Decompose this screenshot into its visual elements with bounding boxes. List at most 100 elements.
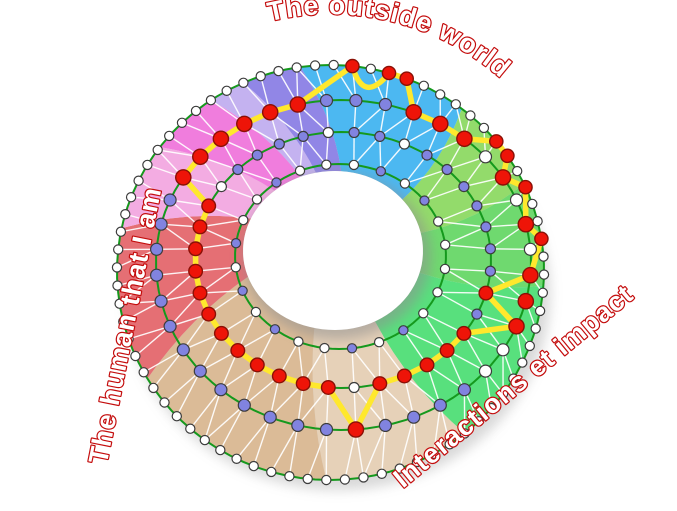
node-third-25-highlighted	[192, 285, 208, 301]
node-outer-61	[152, 144, 163, 156]
sector-pink-light	[121, 147, 275, 229]
ring-line-third	[194, 130, 492, 390]
node-outer-57	[120, 208, 131, 220]
node-inner-5	[440, 239, 451, 250]
node-third-9	[484, 265, 496, 277]
mesh-edge	[120, 223, 162, 233]
node-outer-8	[465, 110, 476, 121]
node-outer-46	[159, 397, 170, 408]
node-inner-14	[269, 324, 281, 335]
node-second-33-highlighted	[174, 169, 192, 186]
node-outer-9	[478, 122, 490, 134]
mesh-edge	[269, 383, 304, 418]
mesh-edge	[176, 370, 201, 417]
sector-pink-bright	[159, 100, 301, 191]
node-second-1	[378, 97, 392, 112]
mesh-edge	[296, 67, 328, 101]
node-second-27	[163, 319, 177, 333]
node-third-5	[458, 181, 470, 193]
node-third-26-highlighted	[188, 263, 204, 279]
node-second-12-highlighted	[508, 317, 525, 335]
node-outer-58	[125, 191, 137, 203]
node-second-24	[214, 383, 228, 397]
node-outer-17	[538, 251, 549, 262]
mesh-edge	[445, 244, 491, 250]
mesh-edge	[221, 185, 258, 201]
node-outer-6	[435, 89, 446, 100]
node-second-37-highlighted	[261, 104, 279, 121]
node-outer-44	[185, 423, 196, 434]
node-outer-69	[273, 65, 284, 77]
node-third-18-highlighted	[320, 380, 336, 396]
node-second-8-highlighted	[517, 215, 535, 233]
node-inner-8	[418, 308, 429, 319]
mesh-edge	[404, 154, 428, 184]
node-second-34-highlighted	[191, 148, 209, 166]
node-outer-59	[133, 175, 144, 186]
node-outer-14	[527, 198, 538, 210]
mesh-edge	[237, 168, 277, 184]
center-hole	[243, 171, 431, 340]
node-second-21	[291, 418, 305, 432]
node-inner-23	[321, 159, 332, 170]
node-third-29-highlighted	[201, 198, 217, 214]
node-third-34	[297, 130, 309, 142]
node-outer-38	[284, 471, 295, 482]
node-third-4	[441, 163, 453, 176]
node-third-7	[480, 221, 492, 233]
mesh-edge	[438, 220, 486, 228]
node-third-8	[484, 243, 496, 255]
mesh-edge	[362, 425, 387, 478]
mesh-edge	[403, 329, 448, 352]
node-outer-19	[537, 287, 549, 298]
node-outer-11-highlighted	[500, 148, 515, 164]
sector-purple	[243, 67, 342, 173]
node-third-24-highlighted	[201, 306, 217, 322]
node-outer-24	[508, 373, 519, 384]
node-second-10-highlighted	[522, 266, 539, 284]
node-second-5	[478, 150, 493, 164]
node-third-23-highlighted	[213, 325, 229, 341]
node-second-39	[319, 93, 334, 108]
node-second-19-highlighted	[347, 421, 365, 438]
node-outer-65	[205, 94, 217, 106]
node-outer-37	[302, 473, 313, 485]
node-second-23	[237, 398, 251, 412]
node-second-11-highlighted	[517, 292, 535, 310]
node-inner-4	[433, 216, 444, 227]
mesh-edge	[204, 404, 245, 441]
node-outer-4-highlighted	[399, 71, 415, 86]
mesh-edge	[297, 387, 329, 426]
node-outer-3-highlighted	[381, 65, 397, 81]
mesh-edge	[278, 143, 301, 172]
node-third-14-highlighted	[419, 357, 435, 373]
sector-tan-light	[312, 321, 465, 480]
node-second-15	[457, 383, 471, 397]
node-outer-15	[532, 215, 543, 227]
node-third-16-highlighted	[372, 376, 388, 392]
node-outer-47	[148, 382, 159, 394]
node-inner-6	[439, 263, 451, 275]
mesh-edge	[270, 425, 299, 473]
node-outer-34	[358, 472, 369, 483]
mesh-edge	[307, 429, 328, 480]
node-outer-49	[130, 350, 141, 362]
node-outer-25	[497, 388, 509, 399]
node-outer-29	[444, 439, 455, 450]
node-second-36-highlighted	[235, 115, 253, 133]
mesh-edge	[302, 135, 327, 166]
mesh-edge	[437, 291, 486, 294]
mesh-edge	[437, 291, 478, 315]
mesh-edge	[381, 425, 387, 474]
node-second-38-highlighted	[289, 96, 307, 113]
node-outer-35	[339, 474, 351, 485]
node-second-22	[263, 410, 277, 424]
node-outer-31	[411, 456, 423, 468]
node-second-6-highlighted	[494, 169, 512, 186]
node-outer-41	[231, 453, 242, 464]
node-outer-45	[171, 411, 182, 422]
nodes-ring-outer	[111, 58, 550, 486]
node-third-3	[421, 149, 433, 161]
node-outer-33	[376, 468, 387, 479]
node-second-30	[150, 242, 164, 256]
